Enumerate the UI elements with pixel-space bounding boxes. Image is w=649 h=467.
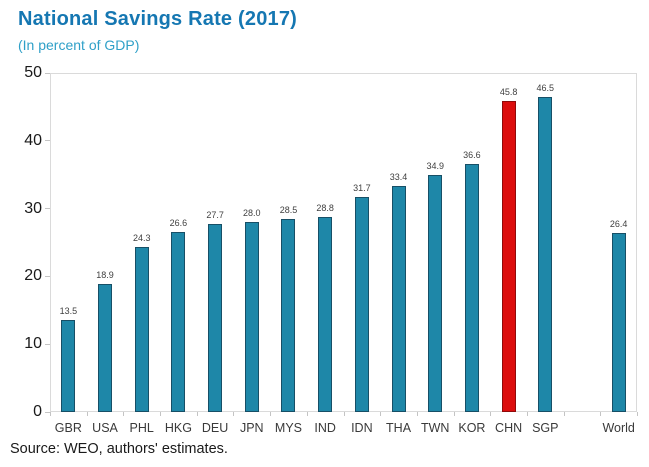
y-axis-tick-label: 40 xyxy=(24,131,42,149)
bar-value-label: 28.0 xyxy=(243,208,261,219)
bar-value-label: 34.9 xyxy=(426,161,444,172)
source-note: Source: WEO, authors' estimates. xyxy=(10,441,228,457)
x-axis-tick xyxy=(233,412,235,416)
x-axis-label-JPN: JPN xyxy=(239,421,264,435)
x-axis-label-THA: THA xyxy=(386,421,412,435)
x-axis-tick xyxy=(380,412,382,416)
bar-KOR xyxy=(464,163,479,412)
x-axis-tick xyxy=(306,412,308,416)
bar-value-label: 36.6 xyxy=(463,149,481,160)
y-axis-tick-label: 0 xyxy=(33,403,42,420)
bar-IDN xyxy=(354,197,369,412)
y-axis-tick-label: 10 xyxy=(24,335,42,353)
x-axis-label-PHL: PHL xyxy=(129,421,154,435)
bar-value-label: 13.5 xyxy=(59,306,78,317)
bar-value-label: 26.4 xyxy=(609,219,628,229)
bar-GBR xyxy=(61,320,76,412)
bar-value-label: 26.6 xyxy=(169,217,188,228)
x-axis-label-KOR: KOR xyxy=(458,421,486,435)
x-axis-tick xyxy=(490,412,492,416)
bar-value-label: 28.8 xyxy=(316,202,334,213)
bar-value-label: 33.4 xyxy=(389,171,408,182)
bar-value-label: 46.5 xyxy=(536,82,555,93)
x-axis-tick xyxy=(600,412,602,416)
x-axis-tick xyxy=(123,412,125,416)
bar-HKG xyxy=(171,231,186,412)
x-axis-tick xyxy=(50,412,51,416)
x-axis-tick xyxy=(86,412,88,416)
y-axis-tick xyxy=(45,343,50,345)
y-axis-tick xyxy=(45,275,50,277)
y-axis-tick xyxy=(45,140,50,142)
y-axis-tick-label: 30 xyxy=(24,199,42,217)
x-axis-label-IDN: IDN xyxy=(351,421,373,435)
y-axis-tick-label: 20 xyxy=(24,267,42,285)
x-axis-label-HKG: HKG xyxy=(164,421,192,435)
x-axis-tick xyxy=(416,412,418,416)
x-axis-label-SGP: SGP xyxy=(532,421,559,435)
x-axis-label-IND: IND xyxy=(314,421,336,435)
bar-DEU xyxy=(208,224,223,412)
x-axis-tick xyxy=(270,412,272,416)
x-axis-label-CHN: CHN xyxy=(495,421,523,435)
x-axis-label-MYS: MYS xyxy=(274,421,303,435)
bar-MYS xyxy=(281,218,296,412)
x-axis-tick xyxy=(343,412,345,416)
bar-USA xyxy=(98,283,113,412)
bar-CHN xyxy=(501,101,516,412)
bar-PHL xyxy=(134,247,149,412)
bar-TWN xyxy=(428,175,443,412)
y-axis-tick xyxy=(45,411,50,413)
bar-value-label: 24.3 xyxy=(132,233,151,244)
bar-JPN xyxy=(244,222,259,412)
bar-value-label: 31.7 xyxy=(353,183,371,194)
bar-value-label: 18.9 xyxy=(96,269,114,280)
bar-World xyxy=(611,233,626,412)
x-axis-tick xyxy=(453,412,455,416)
x-axis-tick xyxy=(196,412,198,416)
bar-value-label: 28.5 xyxy=(279,204,298,215)
y-axis-tick-label: 50 xyxy=(24,64,42,81)
x-axis-tick xyxy=(160,412,162,416)
x-axis-label-USA: USA xyxy=(92,421,118,435)
bar-SGP xyxy=(538,96,553,412)
x-axis-tick xyxy=(563,412,565,416)
bar-value-label: 27.7 xyxy=(206,210,224,221)
x-axis-label-World: World xyxy=(602,421,635,435)
x-axis-tick xyxy=(637,412,638,416)
chart-subtitle: (In percent of GDP) xyxy=(18,37,140,53)
y-axis-tick xyxy=(45,72,50,74)
bar-value-label: 45.8 xyxy=(499,87,518,98)
x-axis-tick xyxy=(526,412,528,416)
chart-title: National Savings Rate (2017) xyxy=(18,8,298,30)
bar-THA xyxy=(391,185,406,412)
y-axis-tick xyxy=(45,208,50,210)
x-axis-label-GBR: GBR xyxy=(54,421,82,435)
bar-IND xyxy=(318,216,333,412)
x-axis-label-TWN: TWN xyxy=(420,421,450,435)
x-axis-label-DEU: DEU xyxy=(201,421,229,435)
